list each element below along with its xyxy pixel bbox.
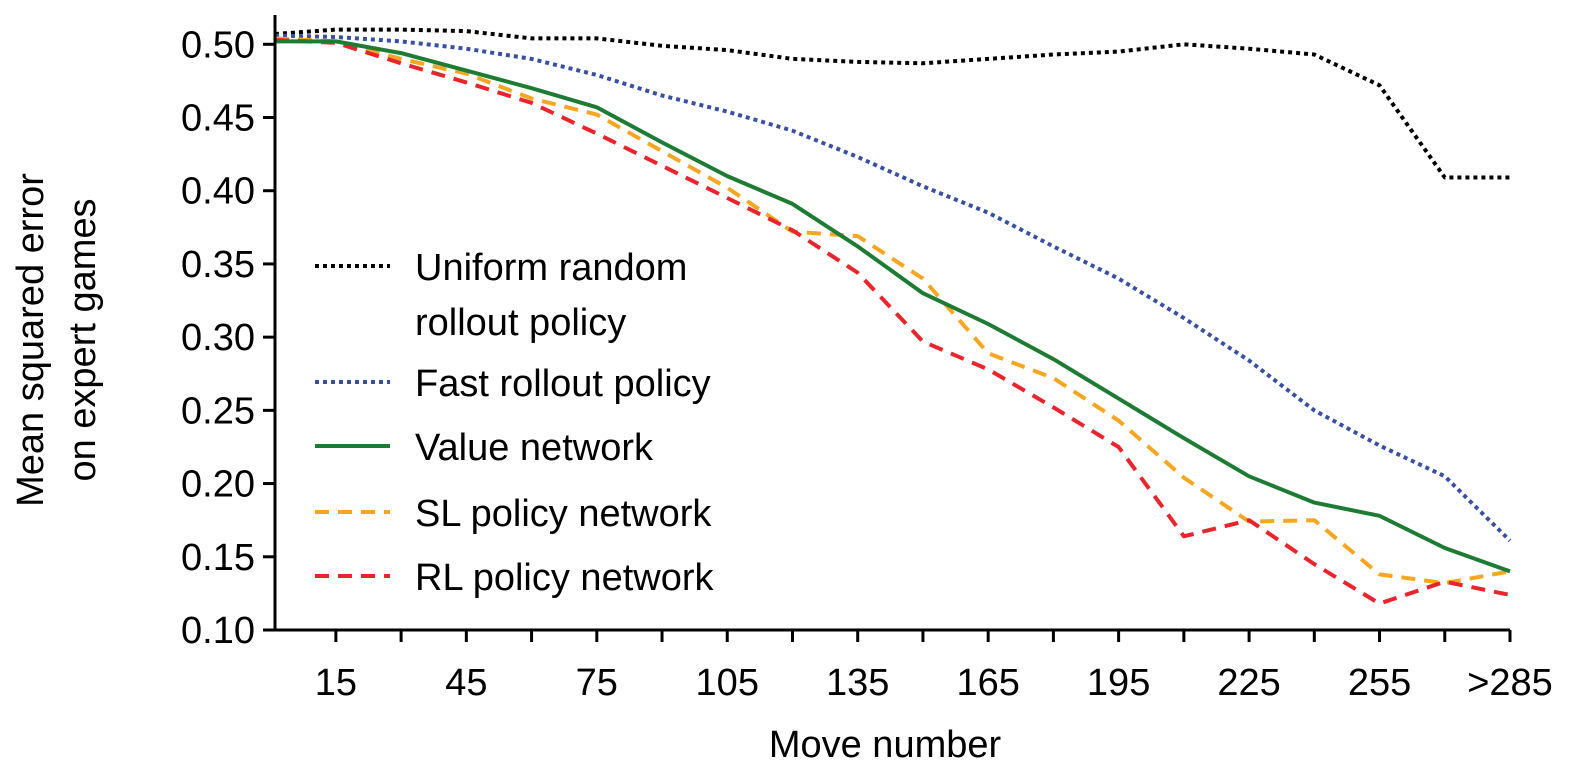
y-tick-label: 0.30 <box>181 317 255 359</box>
y-axis-title-line: on expert games <box>62 198 104 481</box>
y-tick-label: 0.20 <box>181 464 255 506</box>
x-axis-title: Move number <box>769 724 1002 766</box>
x-tick-label: 255 <box>1348 662 1411 704</box>
legend-label: RL policy network <box>415 557 714 599</box>
series-line-value-network <box>275 39 1511 574</box>
axes: 0.10 0.15 0.20 0.25 0.30 0.35 0.40 0.45 0.50 15 45… <box>10 15 1553 766</box>
x-tick-label: 165 <box>956 662 1019 704</box>
legend-label: Fast rollout policy <box>415 363 711 405</box>
y-axis-title-line: Mean squared error <box>10 173 52 507</box>
legend-label: SL policy network <box>415 493 712 535</box>
y-tick-label: 0.10 <box>181 610 255 652</box>
legend-label: rollout policy <box>415 302 626 344</box>
legend-label: Uniform random <box>415 247 687 289</box>
series-line-rl-policy-network <box>274 37 1511 606</box>
y-tick-label: 0.25 <box>181 390 255 432</box>
x-tick-label: 105 <box>696 662 759 704</box>
series-line-uniform-random-rollout-policy <box>274 27 1510 180</box>
x-tick-label: 15 <box>315 662 357 704</box>
x-tick-label: 45 <box>445 662 487 704</box>
y-tick-label: 0.45 <box>181 98 255 140</box>
series-lines <box>274 27 1512 606</box>
x-tick-label: 225 <box>1217 662 1280 704</box>
x-tick-label: 195 <box>1087 662 1150 704</box>
y-tick-label: 0.35 <box>181 244 255 286</box>
x-tick-label: 75 <box>576 662 618 704</box>
series-line-fast-rollout-policy <box>274 33 1512 543</box>
x-tick-label: >285 <box>1467 662 1553 704</box>
y-tick-label: 0.50 <box>181 24 255 66</box>
y-tick-label: 0.15 <box>181 537 255 579</box>
x-tick-label: 135 <box>826 662 889 704</box>
legend: Uniform random rollout policy Fast rollout… <box>315 247 714 599</box>
legend-label: Value network <box>415 427 654 469</box>
y-tick-label: 0.40 <box>181 171 255 213</box>
